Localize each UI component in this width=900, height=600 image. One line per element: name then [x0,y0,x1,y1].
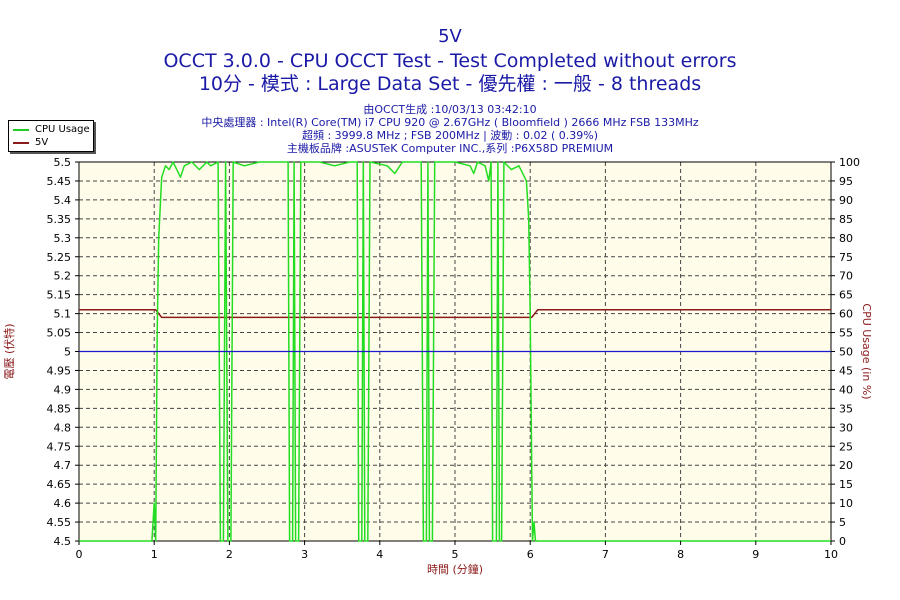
y-right-tick-label: 0 [839,535,846,548]
y-right-tick-label: 80 [839,232,853,245]
info-overclock: 超頻 : 3999.8 MHz ; FSB 200MHz | 波動 : 0.02… [301,129,599,142]
legend-swatch-5v [13,141,29,144]
chart-title: 5V [438,26,462,47]
y-right-axis-title: CPU Usage (in %) [860,303,873,399]
y-right-tick-label: 20 [839,459,853,472]
y-left-tick-label: 5.5 [54,156,72,169]
y-right-tick-label: 15 [839,478,853,491]
x-tick-label: 1 [151,548,158,561]
y-left-tick-label: 5.4 [54,194,72,207]
y-right-tick-label: 95 [839,175,853,188]
y-left-tick-label: 4.85 [47,402,72,415]
y-left-tick-label: 4.6 [54,497,72,510]
legend-item-cpu-usage: CPU Usage [13,123,90,136]
y-left-tick-label: 4.5 [54,535,72,548]
y-right-tick-label: 55 [839,327,853,340]
x-tick-label: 5 [452,548,459,561]
y-left-tick-label: 5.3 [54,232,72,245]
y-left-tick-label: 4.95 [47,364,72,377]
info-cpu: 中央處理器 : Intel(R) Core(TM) i7 CPU 920 @ 2… [201,116,699,129]
info-motherboard: 主機板品牌 :ASUSTeK Computer INC.,系列 :P6X58D … [286,142,614,155]
y-left-tick-label: 4.65 [47,478,72,491]
y-right-tick-label: 90 [839,194,853,207]
legend-item-5v: 5V [13,136,48,149]
x-tick-label: 10 [824,548,838,561]
y-right-tick-label: 30 [839,421,853,434]
x-tick-label: 6 [527,548,534,561]
info-generated: 由OCCT生成 :10/03/13 03:42:10 [363,103,537,116]
x-axis-title: 時間 (分鐘) [427,562,483,576]
y-right-tick-label: 50 [839,346,853,359]
x-tick-label: 3 [301,548,308,561]
y-left-tick-label: 5.05 [47,327,72,340]
x-tick-label: 7 [602,548,609,561]
y-left-axis-title: 電壓 (伏特) [2,323,16,379]
x-tick-label: 2 [226,548,233,561]
y-right-tick-label: 35 [839,402,853,415]
x-tick-label: 9 [752,548,759,561]
y-right-tick-label: 65 [839,289,853,302]
y-right-tick-label: 60 [839,308,853,321]
legend-label-cpu-usage: CPU Usage [35,124,90,135]
x-tick-label: 4 [376,548,383,561]
y-right-tick-label: 40 [839,383,853,396]
y-left-tick-label: 5 [64,346,71,359]
y-right-tick-label: 45 [839,364,853,377]
y-left-tick-label: 4.55 [47,516,72,529]
y-left-tick-label: 5.1 [54,308,72,321]
y-right-tick-label: 5 [839,516,846,529]
y-left-tick-label: 5.2 [54,270,72,283]
y-right-tick-label: 25 [839,440,853,453]
y-left-tick-label: 5.15 [47,289,72,302]
y-left-tick-label: 5.45 [47,175,72,188]
chart-subtitle-mode: 10分 - 模式 : Large Data Set - 優先權 : 一般 - 8… [198,73,702,95]
y-left-tick-label: 4.8 [54,421,72,434]
y-left-tick-label: 5.25 [47,251,72,264]
y-right-tick-label: 75 [839,251,853,264]
series-line-5v [79,309,831,319]
chart-subtitle-test: OCCT 3.0.0 - CPU OCCT Test - Test Comple… [163,50,737,72]
legend: CPU Usage 5V [8,120,94,152]
y-right-tick-label: 10 [839,497,853,510]
x-tick-label: 8 [677,548,684,561]
y-left-tick-label: 4.9 [54,383,72,396]
y-right-tick-label: 70 [839,270,853,283]
legend-swatch-cpu-usage [13,128,29,131]
legend-label-5v: 5V [35,137,49,148]
series-line-cpu-usage [79,161,831,542]
y-left-tick-label: 4.7 [54,459,72,472]
y-left-tick-label: 4.75 [47,440,72,453]
y-left-tick-label: 5.35 [47,213,72,226]
x-tick-label: 0 [76,548,83,561]
y-right-tick-label: 85 [839,213,853,226]
y-right-tick-label: 100 [839,156,860,169]
